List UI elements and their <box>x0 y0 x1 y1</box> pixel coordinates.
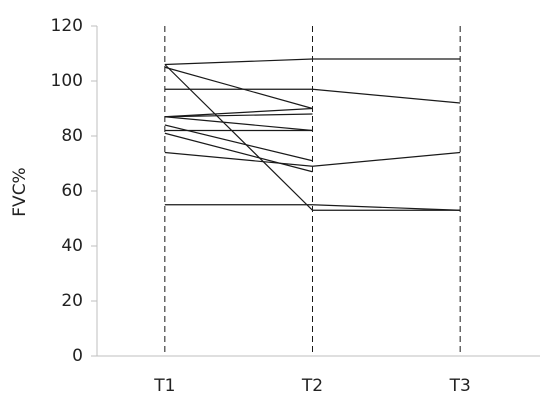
series-line <box>164 113 313 118</box>
x-tick-label: T1 <box>153 376 175 396</box>
y-tick-label: 80 <box>61 126 83 146</box>
y-tick-label: 40 <box>61 236 83 256</box>
x-tick-label: T3 <box>449 376 471 396</box>
series-line <box>164 58 461 66</box>
series-line <box>164 88 461 104</box>
x-tick-label: T2 <box>301 376 323 396</box>
y-tick-label: 0 <box>72 346 83 366</box>
y-axis-label: FVC% <box>10 167 30 216</box>
y-tick-label: 120 <box>51 16 83 36</box>
series-line <box>164 64 461 211</box>
series-line <box>164 124 313 162</box>
series-line <box>164 132 313 173</box>
series-line <box>164 116 313 132</box>
y-tick-label: 20 <box>61 291 83 311</box>
y-tick-label: 60 <box>61 181 83 201</box>
series-line <box>164 204 461 211</box>
series-line <box>164 151 461 167</box>
series-line <box>164 66 313 110</box>
y-tick-label: 100 <box>51 71 83 91</box>
series-line <box>164 107 313 118</box>
